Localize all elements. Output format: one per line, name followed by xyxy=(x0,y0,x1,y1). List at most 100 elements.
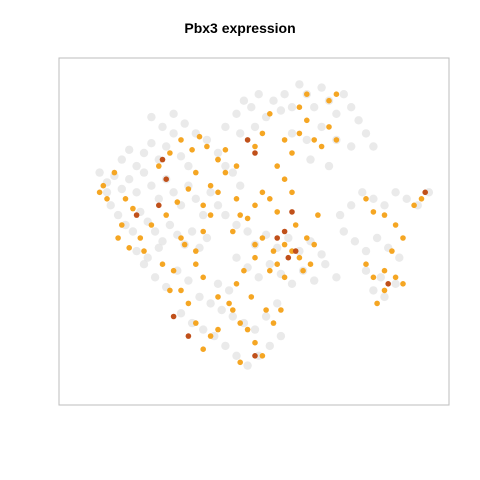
low-cell-point xyxy=(252,254,258,261)
low-cell-point xyxy=(259,353,266,359)
not_expressed-cell-point xyxy=(232,351,241,360)
low-cell-point xyxy=(115,235,121,241)
not_expressed-cell-point xyxy=(165,220,175,230)
not_expressed-cell-point xyxy=(276,106,286,115)
not_expressed-cell-point xyxy=(261,312,271,321)
not_expressed-cell-point xyxy=(361,266,371,275)
low-cell-point xyxy=(370,209,377,215)
high-cell-point xyxy=(292,248,299,254)
low-cell-point xyxy=(252,202,258,209)
not_expressed-cell-point xyxy=(273,299,282,308)
low-cell-point xyxy=(233,163,240,169)
not_expressed-cell-point xyxy=(265,260,274,269)
low-cell-point xyxy=(189,147,195,153)
not_expressed-cell-point xyxy=(150,227,160,236)
low-cell-point xyxy=(274,163,281,169)
high-cell-point xyxy=(185,333,192,339)
low-cell-point xyxy=(222,147,229,153)
not_expressed-cell-point xyxy=(254,90,263,99)
low-cell-point xyxy=(292,222,299,228)
low-cell-point xyxy=(215,156,221,163)
not_expressed-cell-point xyxy=(132,161,141,171)
low-cell-point xyxy=(141,248,147,254)
not_expressed-cell-point xyxy=(176,309,186,318)
low-cell-point xyxy=(259,235,266,241)
low-cell-point xyxy=(226,300,232,307)
low-cell-point xyxy=(193,261,199,268)
low-cell-point xyxy=(174,199,181,205)
low-cell-point xyxy=(381,267,388,274)
not_expressed-cell-point xyxy=(339,90,348,99)
low-cell-point xyxy=(274,209,281,215)
not_expressed-cell-point xyxy=(162,142,171,151)
not_expressed-cell-point xyxy=(347,201,356,210)
not_expressed-cell-point xyxy=(239,96,249,105)
low-cell-point xyxy=(178,287,184,294)
low-cell-point xyxy=(204,143,210,150)
not_expressed-cell-point xyxy=(302,135,311,145)
not_expressed-cell-point xyxy=(139,168,149,177)
low-cell-point xyxy=(315,212,321,218)
not_expressed-cell-point xyxy=(395,253,404,262)
not_expressed-cell-point xyxy=(269,96,278,105)
low-cell-point xyxy=(333,91,340,97)
not_expressed-cell-point xyxy=(369,286,378,295)
low-cell-point xyxy=(307,261,314,268)
low-cell-point xyxy=(170,267,177,274)
not_expressed-cell-point xyxy=(132,246,141,256)
low-cell-point xyxy=(185,186,192,192)
not_expressed-cell-point xyxy=(376,273,385,282)
not_expressed-cell-point xyxy=(147,112,156,122)
high-cell-point xyxy=(156,202,162,209)
not_expressed-cell-point xyxy=(335,210,345,220)
low-cell-point xyxy=(333,137,340,143)
low-cell-point xyxy=(156,163,162,169)
not_expressed-cell-point xyxy=(128,227,138,236)
low-cell-point xyxy=(370,274,377,281)
low-cell-point xyxy=(274,261,281,268)
low-cell-point xyxy=(259,130,266,137)
not_expressed-cell-point xyxy=(247,103,256,112)
low-cell-point xyxy=(233,281,240,287)
not_expressed-cell-point xyxy=(221,161,230,171)
high-cell-point xyxy=(133,212,140,218)
low-cell-point xyxy=(193,248,199,254)
not_expressed-cell-point xyxy=(95,168,104,177)
low-cell-point xyxy=(215,326,221,333)
low-cell-point xyxy=(163,212,169,218)
not_expressed-cell-point xyxy=(147,181,156,190)
low-cell-point xyxy=(392,274,399,281)
not_expressed-cell-point xyxy=(350,237,360,246)
not_expressed-cell-point xyxy=(143,253,152,262)
low-cell-point xyxy=(400,235,406,241)
low-cell-point xyxy=(100,182,107,189)
not_expressed-cell-point xyxy=(243,227,252,236)
low-cell-point xyxy=(418,196,425,202)
high-cell-point xyxy=(281,228,288,235)
low-cell-point xyxy=(207,212,214,218)
low-cell-point xyxy=(148,222,155,228)
low-cell-point xyxy=(185,300,192,307)
not_expressed-cell-point xyxy=(158,237,167,246)
not_expressed-cell-point xyxy=(287,103,297,112)
not_expressed-cell-point xyxy=(221,122,230,132)
high-cell-point xyxy=(159,156,166,163)
not_expressed-cell-point xyxy=(206,299,215,308)
background-cells xyxy=(95,80,434,370)
not_expressed-cell-point xyxy=(332,109,341,119)
low-cell-point xyxy=(381,287,388,294)
not_expressed-cell-point xyxy=(250,122,260,132)
low-cell-point xyxy=(230,307,236,313)
not_expressed-cell-point xyxy=(354,116,363,125)
not_expressed-cell-point xyxy=(228,312,237,321)
low-cell-point xyxy=(263,307,269,313)
low-cell-point xyxy=(281,241,288,248)
not_expressed-cell-point xyxy=(199,325,208,334)
low-cell-point xyxy=(237,359,243,366)
not_expressed-cell-point xyxy=(191,194,200,203)
low-cell-point xyxy=(304,91,310,97)
low-cell-point xyxy=(289,189,295,196)
not_expressed-cell-point xyxy=(125,145,134,154)
low-cell-point xyxy=(200,228,206,235)
